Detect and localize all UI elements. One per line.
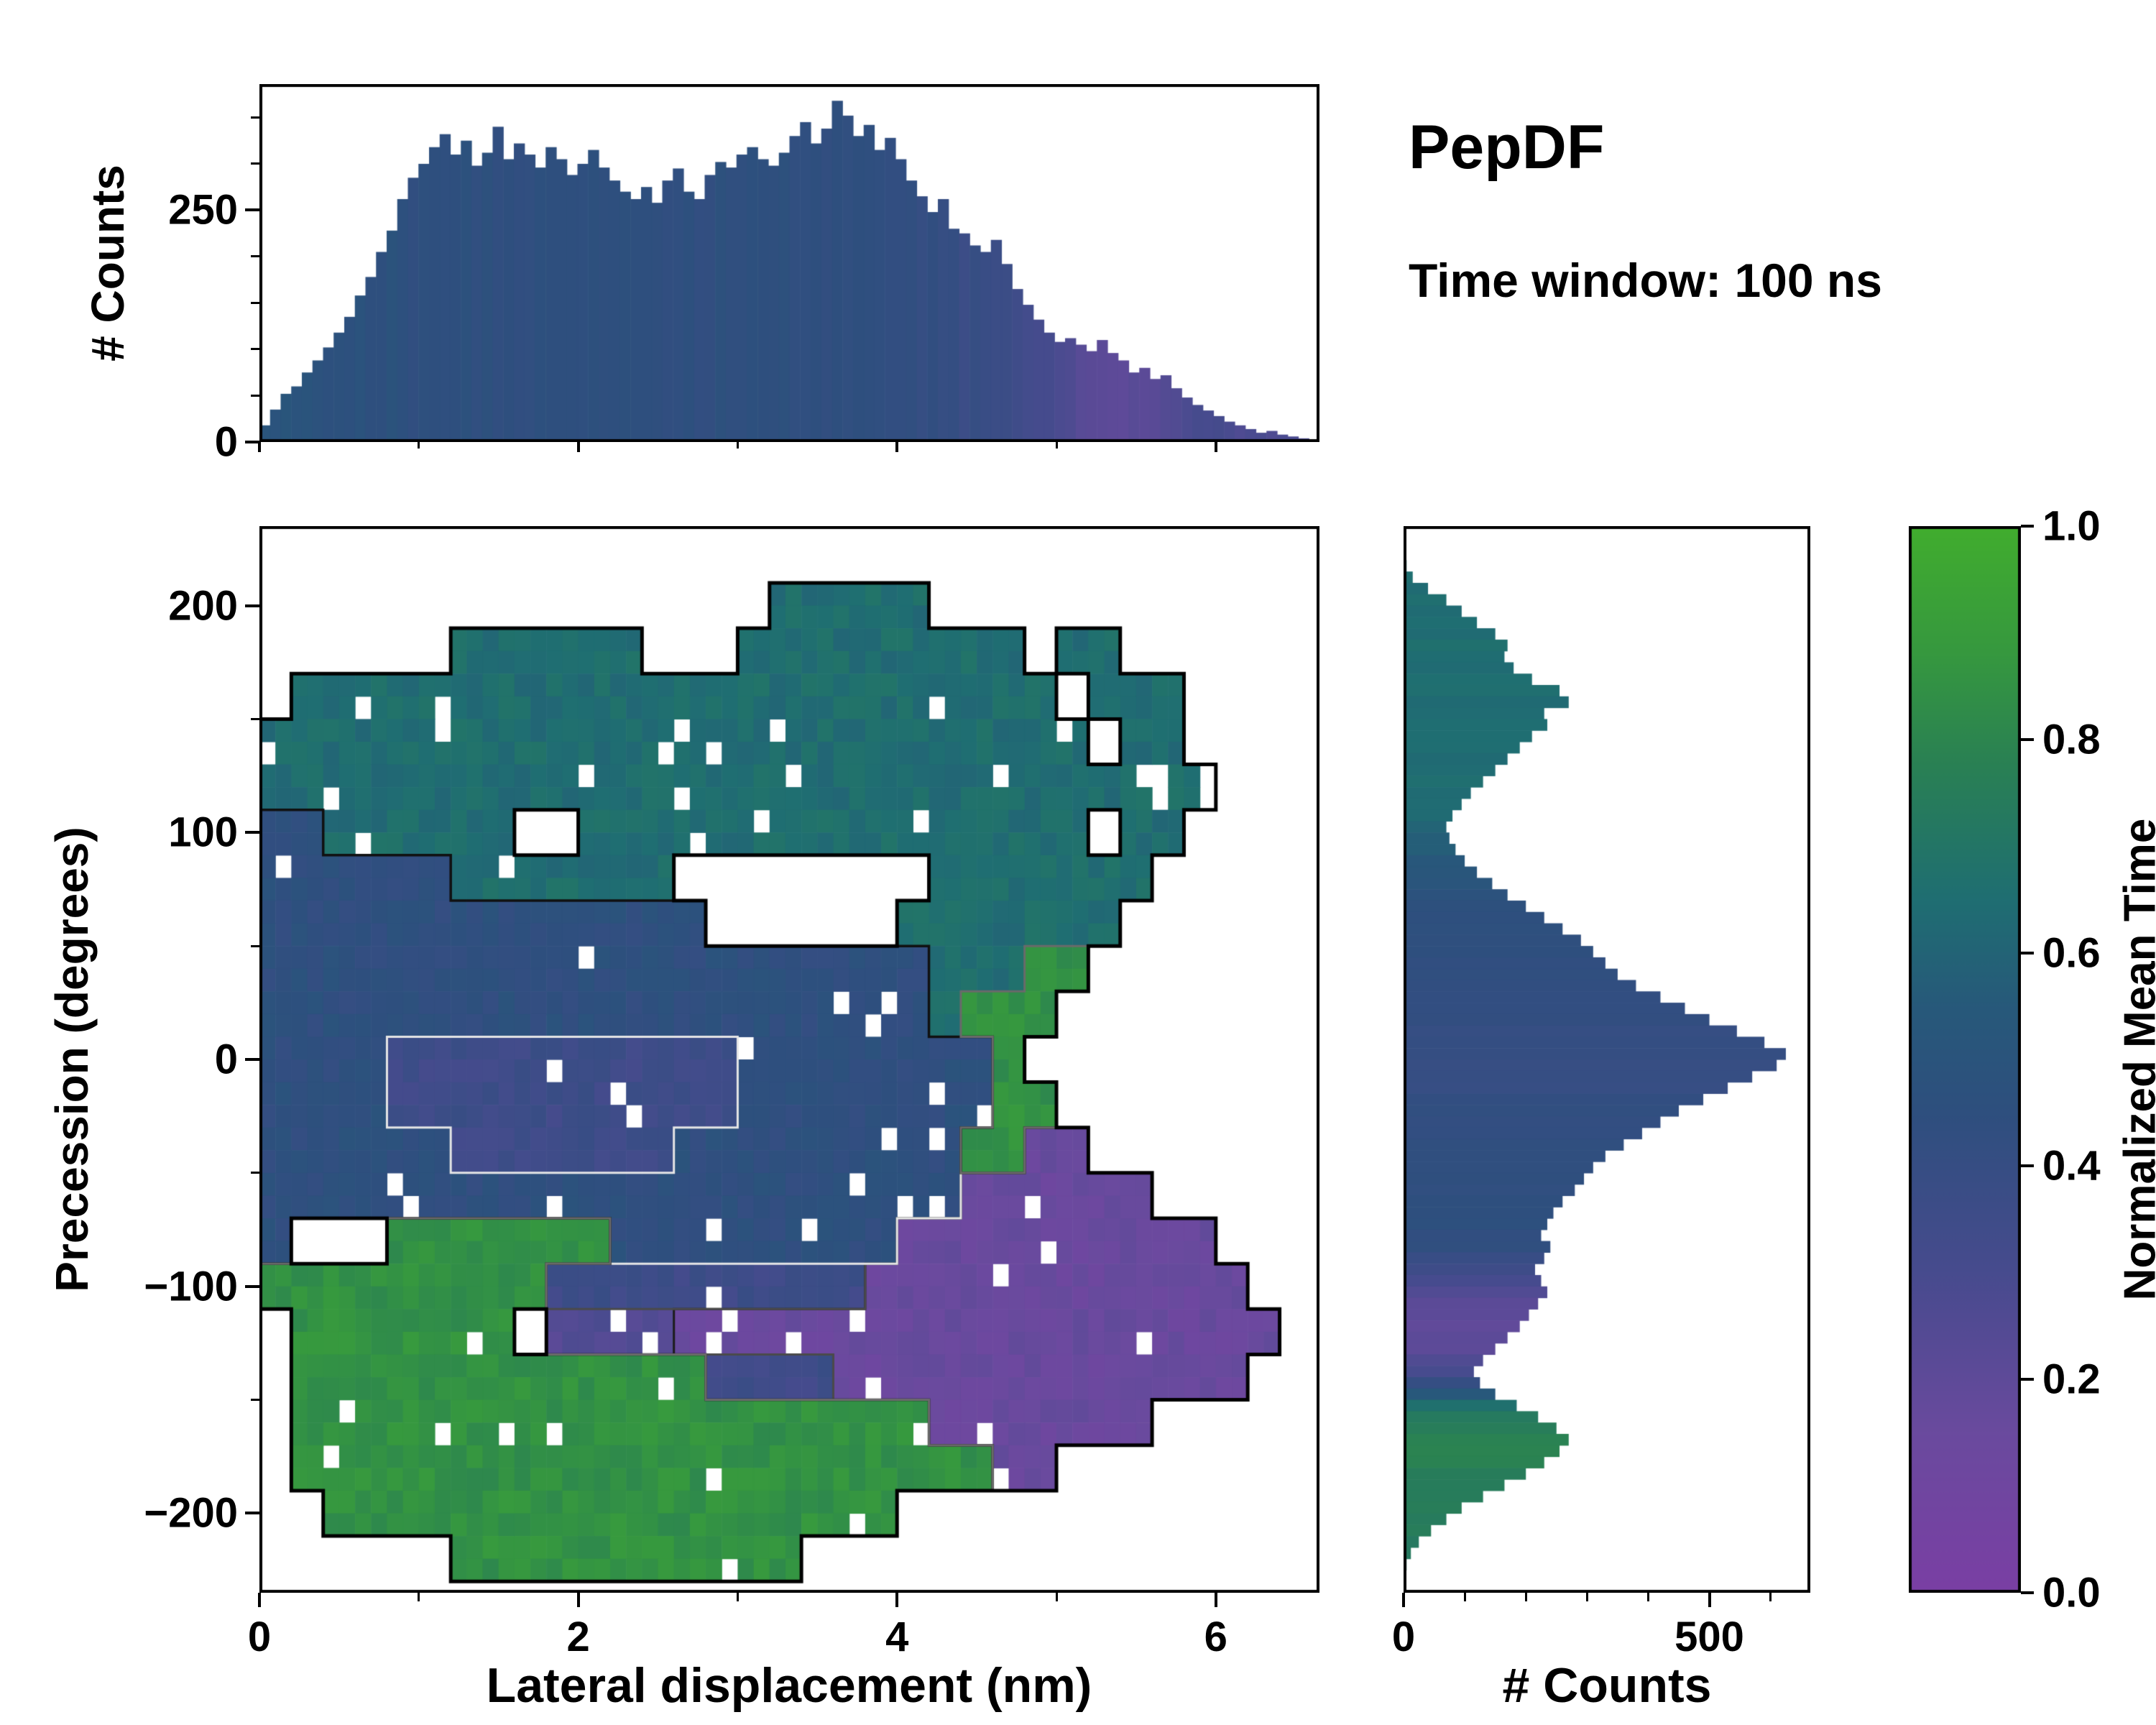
- tick-mark: [251, 116, 259, 119]
- tick-label: 4: [885, 1614, 909, 1660]
- tick-mark: [2021, 1591, 2034, 1594]
- tick-mark: [245, 1058, 259, 1061]
- tick-label: 1.0: [2042, 502, 2101, 550]
- top-hist-y-axis-label: # Counts: [82, 165, 134, 362]
- tick-mark: [2021, 1378, 2034, 1381]
- tick-label: −100: [144, 1263, 238, 1310]
- tick-mark: [1524, 1593, 1527, 1601]
- tick-mark: [251, 717, 259, 720]
- tick-mark: [251, 301, 259, 304]
- tick-mark: [576, 442, 580, 452]
- tick-label: 0.8: [2042, 716, 2101, 763]
- tick-label: 500: [1674, 1614, 1744, 1660]
- tick-label: 200: [168, 582, 238, 629]
- right-hist-x-axis-label: # Counts: [1502, 1658, 1712, 1713]
- tick-mark: [1646, 1593, 1649, 1601]
- tick-label: 0: [214, 418, 238, 466]
- colorbar-canvas: [1909, 526, 2021, 1593]
- tick-mark: [245, 208, 259, 212]
- tick-label: 0.4: [2042, 1142, 2101, 1190]
- tick-mark: [251, 944, 259, 947]
- tick-mark: [418, 1593, 420, 1601]
- tick-mark: [2021, 951, 2034, 954]
- tick-mark: [736, 442, 739, 448]
- tick-mark: [258, 1593, 261, 1607]
- tick-mark: [1402, 1593, 1405, 1607]
- tick-mark: [418, 442, 420, 448]
- tick-mark: [895, 442, 899, 452]
- tick-mark: [1463, 1593, 1466, 1601]
- tick-label: 100: [168, 809, 238, 856]
- tick-mark: [1214, 1593, 1217, 1607]
- tick-label: 250: [168, 186, 238, 234]
- tick-mark: [1055, 1593, 1058, 1601]
- tick-label: 0.2: [2042, 1356, 2101, 1403]
- tick-mark: [2021, 525, 2034, 528]
- tick-mark: [736, 1593, 739, 1601]
- tick-label: 0.0: [2042, 1569, 2101, 1616]
- tick-mark: [1708, 1593, 1711, 1607]
- tick-mark: [251, 255, 259, 258]
- tick-label: 0.6: [2042, 929, 2101, 977]
- tick-label: 2: [566, 1614, 590, 1660]
- tick-mark: [251, 1172, 259, 1174]
- tick-mark: [251, 162, 259, 165]
- tick-label: 0: [1391, 1614, 1416, 1660]
- top-histogram-canvas: [259, 84, 1319, 442]
- tick-label: 0: [214, 1036, 238, 1083]
- tick-label: 6: [1204, 1614, 1227, 1660]
- tick-mark: [2021, 1164, 2034, 1168]
- tick-mark: [576, 1593, 580, 1607]
- right-histogram-canvas: [1404, 526, 1810, 1593]
- tick-mark: [258, 442, 261, 452]
- tick-mark: [245, 1512, 259, 1515]
- tick-mark: [1585, 1593, 1588, 1601]
- tick-mark: [251, 394, 259, 397]
- tick-mark: [1055, 442, 1058, 448]
- tick-mark: [245, 441, 259, 443]
- main-heatmap-canvas: [259, 526, 1319, 1593]
- tick-mark: [2021, 737, 2034, 741]
- main-y-axis-label: Precession (degrees): [46, 827, 98, 1292]
- main-x-axis-label: Lateral displacement (nm): [486, 1658, 1092, 1713]
- tick-label: −200: [144, 1489, 238, 1537]
- tick-mark: [1214, 442, 1217, 452]
- tick-mark: [895, 1593, 899, 1607]
- tick-label: 0: [247, 1614, 272, 1660]
- tick-mark: [245, 831, 259, 834]
- figure-title: PepDF: [1409, 113, 1605, 182]
- tick-mark: [1769, 1593, 1772, 1601]
- tick-mark: [245, 604, 259, 607]
- figure-subtitle: Time window: 100 ns: [1409, 254, 1882, 307]
- tick-mark: [251, 348, 259, 351]
- tick-mark: [245, 1284, 259, 1288]
- colorbar-label: Normalized Mean Time: [2115, 818, 2156, 1301]
- tick-mark: [251, 1399, 259, 1402]
